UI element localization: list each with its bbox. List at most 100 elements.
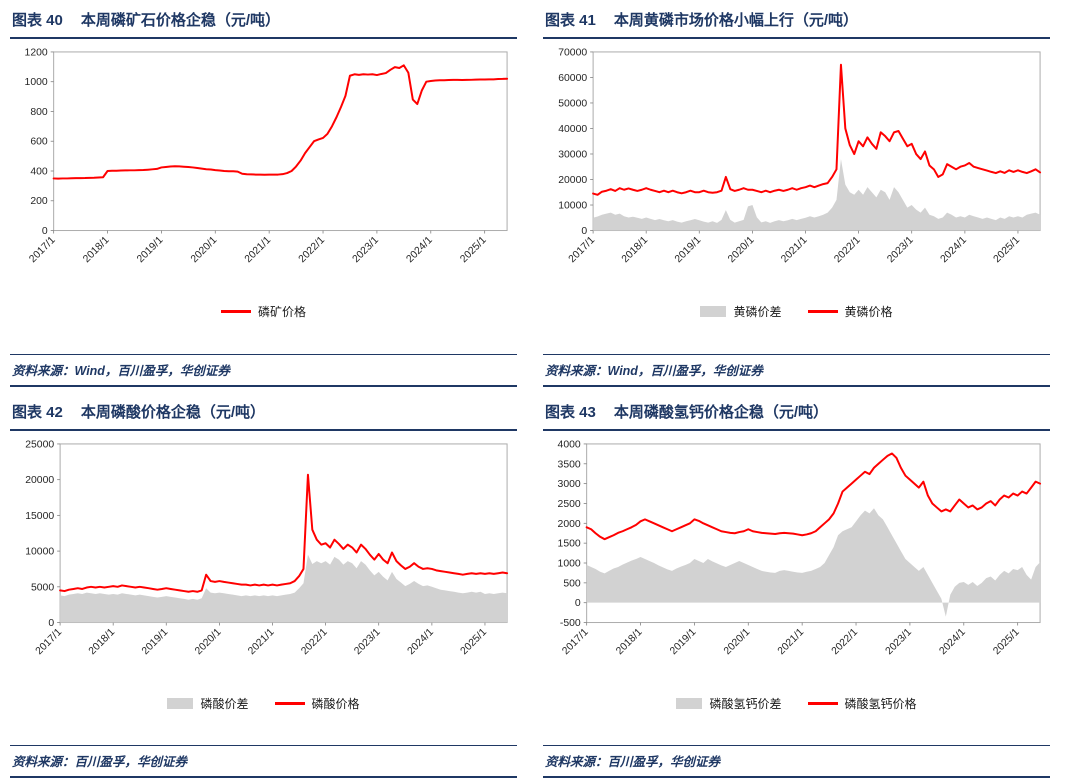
x-tick-label: 2017/1 [567, 235, 597, 265]
y-tick-label: 600 [30, 137, 48, 148]
x-tick-label: 2022/1 [832, 235, 862, 265]
x-tick-label: 2020/1 [726, 235, 756, 265]
x-tick-label: 2023/1 [351, 235, 381, 265]
legend-label: 磷矿价格 [257, 304, 306, 319]
chart-title-text: 本周磷酸价格企稳（元/吨） [80, 404, 266, 421]
figure-number-label: 图表 43 [545, 404, 596, 421]
y-tick-label: 50000 [558, 98, 587, 109]
x-tick-label: 2020/1 [722, 627, 752, 657]
x-tick-label: 2017/1 [560, 627, 590, 657]
chart-title-text: 本周黄磷市场价格小幅上行（元/吨） [613, 12, 859, 29]
y-tick-label: 1000 [25, 77, 48, 88]
legend-line-swatch [220, 309, 251, 313]
calcium-hydrogen-phosphate-price-chart: -500 0 500 1000 1500 2000 2500 3000 3500 4000 2017… [558, 439, 1042, 657]
figure-number-label: 图表 41 [545, 12, 596, 29]
chart-legend: 磷矿价格 [10, 297, 517, 325]
line-series [59, 473, 509, 593]
source-note: 资料来源：Wind，百川盈孚，华创证券 [543, 354, 1050, 387]
y-tick-label: 25000 [25, 439, 54, 450]
x-tick-label: 2025/1 [992, 235, 1022, 265]
panel-figure-43: 图表 43 本周磷酸氢钙价格企稳（元/吨） -500 0 500 1000 1500 200… [533, 392, 1066, 783]
y-tick-label: 0 [48, 618, 54, 629]
x-tick-label: 2025/1 [458, 235, 488, 265]
source-note: 资料来源：Wind，百川盈孚，华创证券 [10, 354, 517, 387]
chart-legend: 黄磷价差 黄磷价格 [543, 297, 1050, 325]
legend-line-swatch [807, 701, 838, 705]
x-tick-label: 2025/1 [991, 627, 1021, 657]
legend-label: 黄磷价格 [844, 304, 893, 319]
y-tick-label: 3000 [558, 479, 581, 490]
line-series [52, 64, 509, 180]
chart-title-41: 图表 41 本周黄磷市场价格小幅上行（元/吨） [543, 6, 1050, 39]
y-tick-label: 40000 [558, 124, 587, 135]
x-tick-label: 2023/1 [884, 627, 914, 657]
legend-line-swatch [807, 309, 838, 313]
legend-item: 黄磷价差 [700, 303, 782, 320]
x-tick-label: 2021/1 [246, 627, 276, 657]
line-series [585, 452, 1042, 541]
y-tick-label: 1500 [558, 539, 581, 550]
x-tick-label: 2017/1 [27, 235, 57, 265]
chart-title-40: 图表 40 本周磷矿石价格企稳（元/吨） [10, 6, 517, 39]
legend-label: 磷酸氢钙价格 [844, 696, 917, 711]
y-tick-label: 0 [575, 598, 581, 609]
x-tick-label: 2018/1 [620, 235, 650, 265]
x-tick-label: 2020/1 [189, 235, 219, 265]
y-tick-label: 2500 [558, 499, 581, 510]
legend-item: 磷酸价差 [167, 695, 249, 712]
x-tick-label: 2024/1 [406, 627, 436, 657]
plot-border [53, 51, 508, 232]
x-tick-label: 2022/1 [830, 627, 860, 657]
x-tick-label: 2024/1 [939, 235, 969, 265]
y-tick-label: 500 [563, 578, 581, 589]
y-tick-label: 200 [30, 196, 48, 207]
area-series [586, 508, 1041, 617]
figure-number-label: 图表 42 [12, 404, 63, 421]
phosphoric-acid-price-chart: 0 5000 10000 15000 20000 25000 2017/1 2018/1 201… [25, 439, 509, 657]
legend-line-swatch [274, 701, 305, 705]
panel-figure-42: 图表 42 本周磷酸价格企稳（元/吨） 0 5000 10000 15000 20000 2… [0, 392, 533, 783]
x-tick-label: 2018/1 [81, 235, 111, 265]
chart-title-text: 本周磷矿石价格企稳（元/吨） [80, 12, 281, 29]
legend-item: 磷矿价格 [220, 303, 306, 320]
panel-figure-40: 图表 40 本周磷矿石价格企稳（元/吨） 0 200 400 600 800 1000 120… [0, 0, 533, 392]
x-tick-label: 2019/1 [668, 627, 698, 657]
x-tick-label: 2019/1 [673, 235, 703, 265]
line-series [592, 63, 1042, 196]
legend-label: 磷酸价差 [200, 696, 249, 711]
figure-number-label: 图表 40 [12, 12, 63, 29]
source-note: 资料来源：百川盈孚，华创证券 [10, 745, 517, 778]
plot-border [592, 51, 1041, 232]
source-note: 资料来源：百川盈孚，华创证券 [543, 745, 1050, 778]
area-series [60, 554, 508, 623]
plot-border [586, 443, 1041, 624]
chart-title-text: 本周磷酸氢钙价格企稳（元/吨） [613, 404, 829, 421]
legend-item: 黄磷价格 [807, 303, 893, 320]
y-tick-label: 10000 [25, 547, 54, 558]
y-tick-label: 70000 [558, 47, 587, 58]
x-tick-label: 2021/1 [779, 235, 809, 265]
y-tick-label: 800 [30, 107, 48, 118]
x-tick-label: 2024/1 [938, 627, 968, 657]
x-tick-label: 2024/1 [405, 235, 435, 265]
x-tick-label: 2022/1 [299, 627, 329, 657]
x-tick-label: 2020/1 [193, 627, 223, 657]
y-tick-label: 1000 [558, 558, 581, 569]
area-series [593, 159, 1041, 231]
y-tick-label: 1200 [25, 47, 48, 58]
legend-item: 磷酸氢钙价差 [676, 695, 782, 712]
x-tick-label: 2021/1 [243, 235, 273, 265]
x-tick-label: 2019/1 [140, 627, 170, 657]
x-tick-label: 2018/1 [87, 627, 117, 657]
x-tick-label: 2018/1 [614, 627, 644, 657]
legend-item: 磷酸价格 [274, 695, 360, 712]
legend-area-swatch [700, 305, 727, 317]
chart-legend: 磷酸氢钙价差 磷酸氢钙价格 [543, 689, 1050, 717]
x-tick-label: 2022/1 [297, 235, 327, 265]
legend-label: 黄磷价差 [733, 304, 782, 319]
phosphate-rock-price-chart: 0 200 400 600 800 1000 1200 2017/1 2018/1 2019/1 2… [25, 47, 509, 265]
y-tick-label: 3500 [558, 459, 581, 470]
y-tick-label: 10000 [558, 201, 587, 212]
legend-area-swatch [167, 697, 194, 709]
